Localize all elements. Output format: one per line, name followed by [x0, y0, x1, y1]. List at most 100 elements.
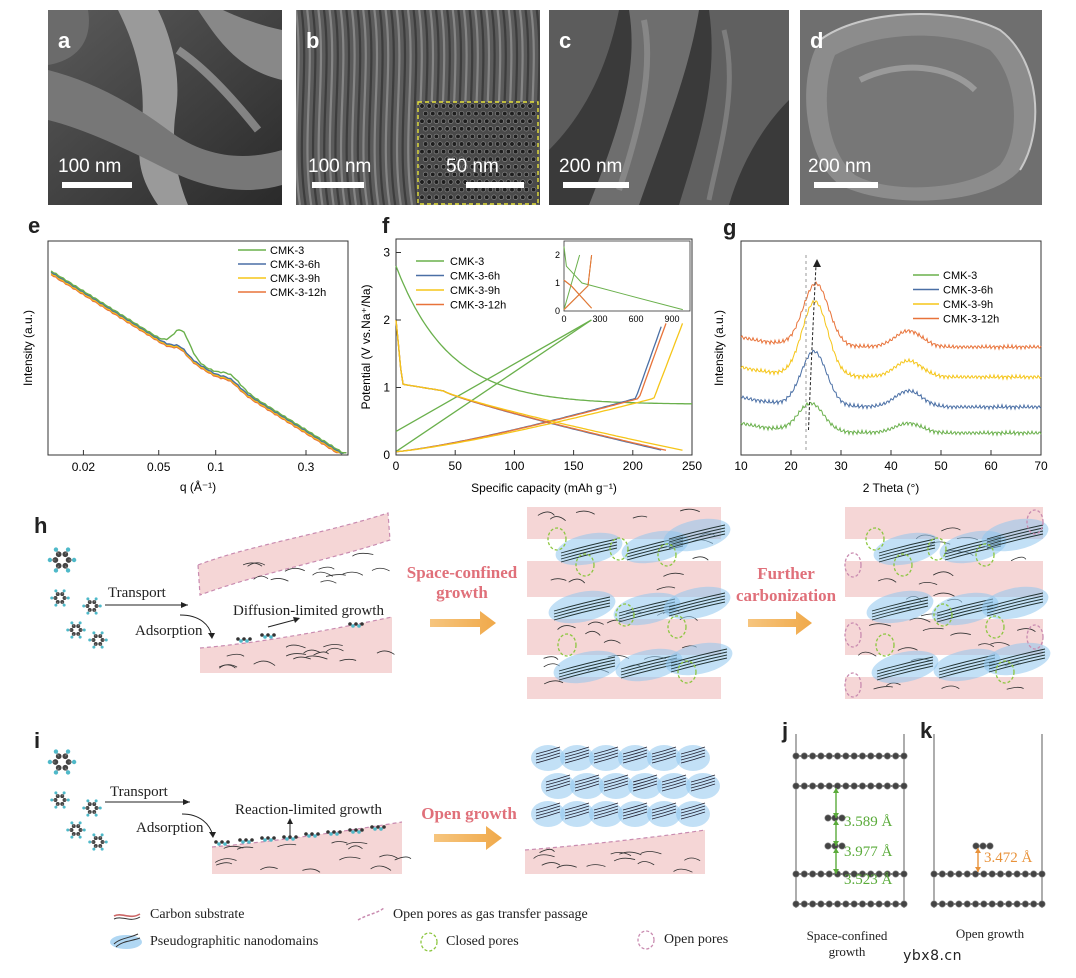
molecule-icon — [50, 791, 70, 809]
chart-f-xtick: 50 — [449, 459, 463, 473]
chart-g-ylabel: Intensity (a.u.) — [712, 310, 726, 386]
i-adsorption-label: Adsorption — [136, 820, 204, 836]
chart-f-xtick: 100 — [504, 459, 524, 473]
chart-f-inset-xtick: 0 — [561, 314, 566, 324]
scale-bar-a — [62, 182, 132, 188]
chart-f-ylabel: Potential (V vs.Na⁺/Na) — [359, 284, 373, 409]
molecule-icon — [50, 589, 70, 607]
chart-g-xtick: 50 — [934, 459, 948, 473]
watermark: ybx8.cn — [903, 948, 962, 964]
open-domain — [618, 801, 652, 827]
k-caption: Open growth — [955, 926, 1025, 941]
legend-open-text: Open pores — [664, 932, 729, 947]
chart-e-legend-label: CMK-3-12h — [270, 287, 326, 299]
chart-e-plot: 0.02 0.05 0.1 0.3 CMK-3 CMK-3-6h CMK-3-9h CMK-… — [21, 240, 349, 494]
open-domain — [618, 745, 652, 771]
open-domain — [589, 801, 623, 827]
panel-label-c: c — [559, 28, 572, 53]
h-step1-line1: Space-confined — [406, 563, 518, 582]
open-domain — [657, 773, 691, 799]
bottom-legend: Carbon substrate Pseudographitic nanodom… — [0, 898, 780, 958]
i-transport-label: Transport — [110, 784, 168, 800]
chart-e: e 0.02 0.05 0.1 0.3 CMK-3 CMK-3-6h CMK-3-9h CM… — [10, 215, 360, 505]
open-passage-icon — [357, 907, 385, 921]
chart-e-series-1 — [50, 271, 347, 455]
open-domain — [570, 773, 604, 799]
panel-label-b: b — [306, 28, 320, 53]
chart-e-series-3 — [50, 273, 347, 455]
panel-j: j 3.589 Å 3.977 Å 3.523 Å Space-confined… — [782, 718, 922, 968]
chart-f-xtick: 250 — [682, 459, 702, 473]
legend-pseudo-text: Pseudographitic nanodomains — [150, 934, 319, 949]
chart-g-plot: 10 20 30 40 50 60 70 CMK-3 CMK-3-6h CMK-3-9h CMK-… — [712, 240, 1048, 495]
adsorbed-molecule — [348, 622, 364, 628]
chart-e-frame — [47, 240, 349, 456]
micrograph-d: d 200 nm — [800, 10, 1042, 205]
chart-f-ytick: 0 — [383, 448, 390, 462]
molecule-icon — [82, 597, 102, 615]
h-transport-label: Transport — [108, 585, 166, 601]
panel-label-j: j — [782, 718, 789, 743]
adsorbed-molecule — [238, 838, 254, 844]
scale-label-d: 200 nm — [808, 156, 872, 177]
adsorbed-molecule — [260, 836, 276, 842]
open-domain — [647, 801, 681, 827]
inset-scale-bar-b — [466, 182, 524, 188]
chart-g-series-3 — [740, 281, 1042, 351]
panel-label-e: e — [28, 213, 41, 238]
adsorbed-molecule — [326, 830, 342, 836]
panel-label-f: f — [382, 213, 390, 238]
molecule-icon — [47, 749, 77, 775]
panel-k: k 3.472 Å Open growth — [920, 718, 1060, 968]
adsorbed-molecule — [304, 832, 320, 838]
chart-g-xlabel: 2 Theta (°) — [863, 481, 920, 495]
arrow-1 — [430, 611, 496, 635]
chart-e-series-0 — [50, 270, 347, 454]
scale-label-b: 100 nm — [308, 156, 372, 177]
chart-g-xtick: 70 — [1034, 459, 1048, 473]
scale-bar-d — [814, 182, 878, 188]
micrograph-a: a 100 nm — [48, 10, 282, 205]
f-charge-2 — [395, 323, 684, 453]
scale-label-c: 200 nm — [559, 156, 623, 177]
inset-scale-label-b: 50 nm — [446, 156, 499, 177]
chart-f-xlabel: Specific capacity (mAh g⁻¹) — [471, 481, 617, 495]
molecule-icon — [88, 631, 108, 649]
scale-bar-c — [563, 182, 629, 188]
closed-pore-icon — [420, 932, 438, 952]
panel-label-k: k — [920, 718, 933, 743]
h-step2-line2: carbonization — [735, 586, 837, 605]
arrow-2 — [748, 611, 812, 635]
carbon-substrate-icon — [113, 913, 141, 918]
molecule-icon — [66, 821, 86, 839]
chart-e-xtick: 0.1 — [207, 460, 224, 474]
chart-g-frame — [740, 240, 1042, 456]
graphene-layer — [792, 782, 908, 790]
chart-f-inset-xtick: 900 — [664, 314, 679, 324]
carbonized-block — [844, 507, 1051, 699]
molecule-icons — [47, 547, 108, 649]
f-discharge-2 — [395, 319, 683, 451]
panel-label-i: i — [34, 728, 41, 753]
chart-g-legend-label: CMK-3-9h — [943, 299, 993, 311]
h-step2-label: Further carbonization — [726, 563, 846, 607]
molecule-icon — [47, 547, 77, 573]
open-domain — [560, 745, 594, 771]
open-domain — [541, 773, 575, 799]
chart-g-xtick: 10 — [734, 459, 748, 473]
f-cmk3-charge2 — [395, 319, 592, 432]
chart-g-series-2 — [740, 299, 1042, 381]
legend-carbon-text: Carbon substrate — [150, 907, 245, 922]
j-caption-2: growth — [828, 944, 866, 959]
chart-f-legend-label: CMK-3 — [450, 256, 484, 268]
chart-g-series-1 — [740, 349, 1042, 411]
chart-f-xtick: 150 — [564, 459, 584, 473]
chart-e-ylabel: Intensity (a.u.) — [21, 310, 35, 386]
chart-e-xlabel: q (Å⁻¹) — [180, 479, 216, 494]
legend-closed-text: Closed pores — [446, 934, 519, 949]
chart-g-xtick: 20 — [784, 459, 798, 473]
adsorbed-molecule — [214, 840, 230, 846]
chart-g-xtick: 60 — [984, 459, 998, 473]
chart-f-legend-label: CMK-3-9h — [450, 285, 500, 297]
